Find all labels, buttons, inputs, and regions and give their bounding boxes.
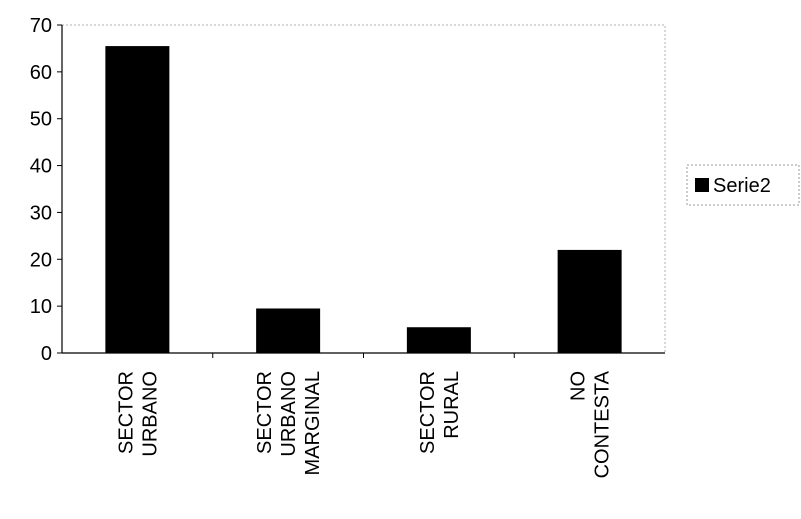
bar: [406, 327, 471, 353]
y-tick-label: 50: [30, 109, 52, 131]
x-tick-label-line: SECTOR: [417, 371, 439, 454]
bars: [105, 46, 622, 353]
y-tick-label: 40: [30, 156, 52, 178]
x-tick-label: SECTOR URBANO: [115, 371, 161, 457]
legend: Serie2: [686, 164, 800, 206]
x-tick-label-line: CONTESTA: [592, 370, 614, 478]
y-tick-label: 0: [41, 343, 52, 365]
y-tick-label: 30: [30, 202, 52, 224]
x-tick-label-line: MARGINAL: [302, 371, 324, 475]
x-axis: SECTOR URBANO SECTOR URBANO MARGINAL SECTOR RU…: [62, 352, 665, 478]
x-tick-label-line: URBANO: [278, 371, 300, 457]
legend-label: Serie2: [713, 175, 771, 197]
y-tick-label: 10: [30, 296, 52, 318]
bar: [256, 308, 321, 353]
x-tick-label-line: RURAL: [441, 371, 463, 439]
x-tick-label-line: URBANO: [139, 371, 161, 457]
y-axis: 0 10 20 30 40 50 60 70: [30, 15, 63, 365]
y-tick-label: 60: [30, 62, 52, 84]
y-tick-label: 70: [30, 15, 52, 37]
x-tick-label: SECTOR RURAL: [417, 371, 463, 454]
x-tick-label-line: SECTOR: [115, 371, 137, 454]
x-tick-label-line: SECTOR: [254, 371, 276, 454]
y-tick-label: 20: [30, 249, 52, 271]
x-tick-label-line: NO: [568, 371, 590, 401]
bar: [557, 249, 622, 353]
x-tick-label: NO CONTESTA: [568, 370, 614, 478]
bar: [105, 46, 170, 353]
legend-swatch: [695, 178, 709, 192]
x-tick-label: SECTOR URBANO MARGINAL: [254, 371, 324, 475]
